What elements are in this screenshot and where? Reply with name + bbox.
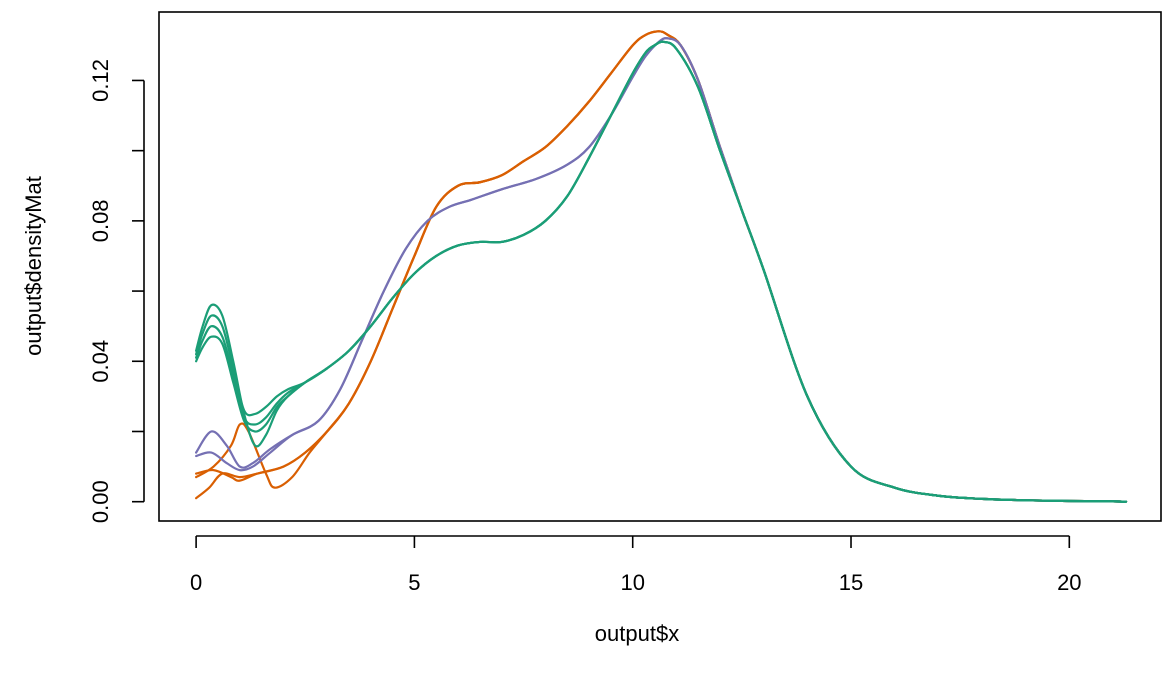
series-line-3 <box>195 40 1128 503</box>
series-line-4 <box>195 40 1128 503</box>
series-line-5 <box>195 37 1128 503</box>
series-line-8 <box>195 30 1128 503</box>
x-tick-label-0: 0 <box>190 570 202 595</box>
plot-frame <box>158 11 1162 522</box>
series-line-9 <box>195 30 1128 503</box>
y-tick-label-2: 0.04 <box>88 340 113 383</box>
series-line-6 <box>195 37 1128 503</box>
x-tick-label-2: 10 <box>620 570 644 595</box>
y-tick-label-0: 0.00 <box>88 480 113 523</box>
series-line-2 <box>195 40 1128 503</box>
x-tick-label-1: 5 <box>408 570 420 595</box>
y-tick-label-6: 0.12 <box>88 59 113 102</box>
x-axis-label: output$x <box>595 621 679 646</box>
y-tick-label-4: 0.08 <box>88 199 113 242</box>
y-axis-label: output$densityMat <box>21 176 46 356</box>
x-tick-label-3: 15 <box>839 570 863 595</box>
series-line-7 <box>195 30 1128 503</box>
series-line-1 <box>195 40 1128 503</box>
x-axis: 0 5 10 15 20 <box>190 535 1082 595</box>
series-layer <box>195 30 1128 503</box>
x-tick-label-4: 20 <box>1057 570 1081 595</box>
y-axis: 0.00 0.04 0.08 0.12 <box>88 59 145 523</box>
